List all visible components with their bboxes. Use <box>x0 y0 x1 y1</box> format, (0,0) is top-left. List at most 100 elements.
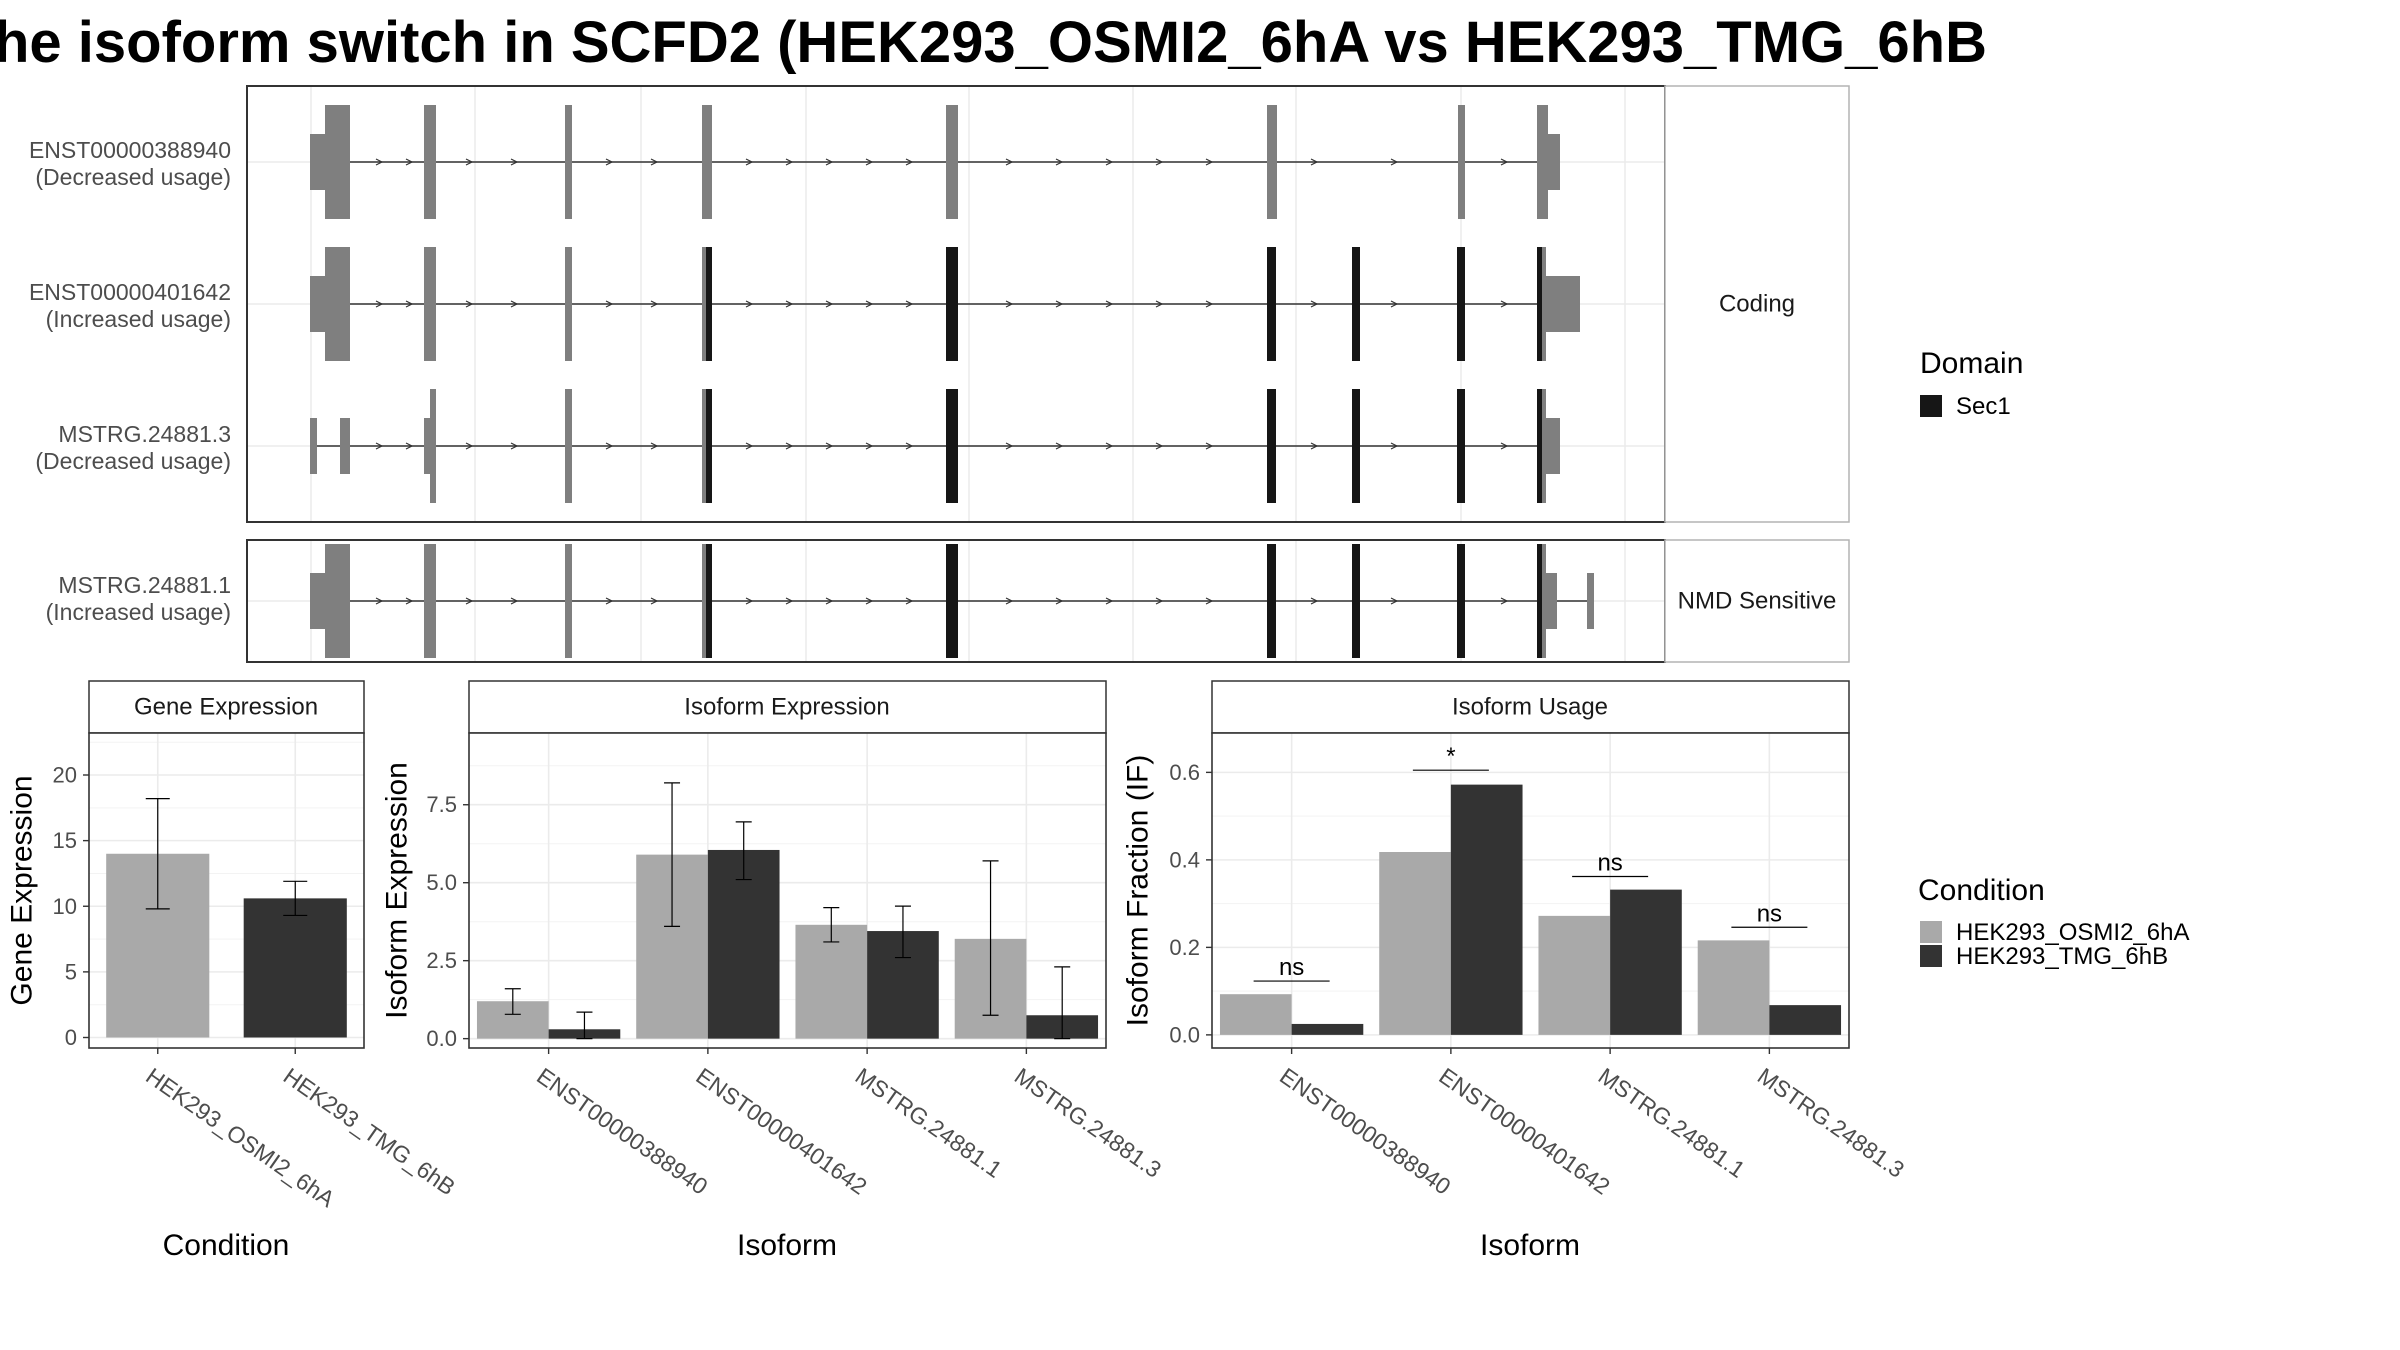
exon <box>340 418 350 474</box>
strand-arrow <box>825 158 834 166</box>
strand-arrow <box>1500 597 1509 605</box>
strand-arrow <box>465 300 474 308</box>
significance-label: * <box>1446 743 1455 770</box>
panel-title-strip <box>88 680 365 734</box>
strand-arrow <box>510 300 519 308</box>
x-axis-title: Isoform <box>737 1229 837 1262</box>
bar <box>1697 940 1770 1035</box>
strand-arrow <box>1390 300 1399 308</box>
transcript-usage-label: (Increased usage) <box>46 599 231 625</box>
y-tick-label: 2.5 <box>426 948 457 973</box>
strand-arrow <box>405 597 414 605</box>
strand-arrow <box>375 158 384 166</box>
x-tick-label: ENST00000401642 <box>1434 1063 1614 1200</box>
domain-sec1-segment <box>1457 247 1465 361</box>
transcript-label: ENST00000401642 <box>29 279 231 305</box>
strand-arrow <box>1500 442 1509 450</box>
figure-title: he isoform switch in SCFD2 (HEK293_OSMI2… <box>0 10 1987 75</box>
strand-arrow <box>605 442 614 450</box>
transcript-usage-label: (Decreased usage) <box>35 448 231 474</box>
strand-arrow <box>650 300 659 308</box>
isoform-usage-chart: Isoform Usage ns * ns ns 0.0 0.2 0.4 0.6 ENST0000… <box>1122 680 1909 1262</box>
condition-legend: Condition HEK293_OSMI2_6hA HEK293_TMG_6h… <box>1918 874 2189 970</box>
strand-arrow <box>465 597 474 605</box>
strand-arrow <box>375 442 384 450</box>
condition-legend-title: Condition <box>1918 874 2045 907</box>
exon <box>1587 573 1594 629</box>
strand-arrow <box>865 442 874 450</box>
y-tick-label: 5.0 <box>426 870 457 895</box>
x-tick-label: MSTRG.24881.1 <box>851 1063 1007 1183</box>
facet-strip-coding <box>1664 85 1850 523</box>
exon <box>1542 389 1546 503</box>
x-tick-label: MSTRG.24881.1 <box>1594 1063 1750 1183</box>
exon <box>1542 544 1546 658</box>
strand-arrow <box>905 300 914 308</box>
panel-title: Isoform Expression <box>684 694 889 721</box>
bar <box>1450 784 1523 1035</box>
domain-sec1-segment <box>1352 247 1360 361</box>
exon <box>702 544 706 658</box>
strand-arrow <box>865 158 874 166</box>
strand-arrow <box>605 597 614 605</box>
exon <box>565 544 572 658</box>
strand-arrow <box>785 597 794 605</box>
strand-arrow <box>650 597 659 605</box>
strand-arrow <box>1390 442 1399 450</box>
facet-strip-nmd <box>1664 539 1850 663</box>
domain-legend-label-sec1: Sec1 <box>1956 393 2011 420</box>
strand-arrow <box>825 300 834 308</box>
strand-arrow <box>745 597 754 605</box>
strand-arrow <box>650 158 659 166</box>
strand-arrow <box>905 597 914 605</box>
domain-sec1-segment <box>1537 544 1542 658</box>
strand-arrow <box>1390 158 1399 166</box>
strand-arrow <box>745 300 754 308</box>
strand-arrow <box>465 442 474 450</box>
strand-arrow <box>1500 158 1509 166</box>
exon <box>310 573 325 629</box>
strand-arrow <box>825 442 834 450</box>
strand-arrow <box>1205 300 1214 308</box>
strand-arrow <box>905 442 914 450</box>
y-tick-label: 0.2 <box>1169 935 1200 960</box>
strand-arrow <box>1310 300 1319 308</box>
bar <box>1219 994 1292 1035</box>
strand-arrow <box>1155 300 1164 308</box>
strand-arrow <box>745 442 754 450</box>
exon <box>430 389 436 503</box>
strand-arrow <box>1005 158 1014 166</box>
strand-arrow <box>1205 158 1214 166</box>
strand-arrow <box>785 300 794 308</box>
strand-arrow <box>1105 442 1114 450</box>
exon <box>702 389 706 503</box>
strand-arrow <box>1155 158 1164 166</box>
y-axis-title: Gene Expression <box>6 775 39 1005</box>
condition-legend-label-a: HEK293_OSMI2_6hA <box>1956 919 2189 946</box>
exon <box>424 105 436 219</box>
isoform-expression-chart: Isoform Expression 0.0 2.5 5.0 7.5 ENST000003… <box>381 680 1166 1262</box>
bar <box>1610 889 1682 1035</box>
y-axis-title: Isoform Expression <box>381 762 414 1019</box>
exon <box>424 544 436 658</box>
y-tick-label: 10 <box>53 894 77 919</box>
strand-arrow <box>1500 300 1509 308</box>
exon <box>325 247 350 361</box>
strand-arrow <box>1155 442 1164 450</box>
strand-arrow <box>405 300 414 308</box>
exon <box>1542 247 1546 361</box>
strand-arrow <box>510 158 519 166</box>
exon <box>310 418 317 474</box>
domain-sec1-segment <box>1267 389 1276 503</box>
transcript-models <box>310 105 1594 658</box>
strand-arrow <box>865 300 874 308</box>
y-tick-label: 5 <box>65 959 77 984</box>
exon <box>1537 105 1548 219</box>
strand-arrow <box>1205 597 1214 605</box>
transcript-usage-label: (Decreased usage) <box>35 164 231 190</box>
exon <box>1458 105 1465 219</box>
plot-border <box>468 732 1107 1049</box>
strand-arrow <box>405 158 414 166</box>
exon <box>565 389 572 503</box>
